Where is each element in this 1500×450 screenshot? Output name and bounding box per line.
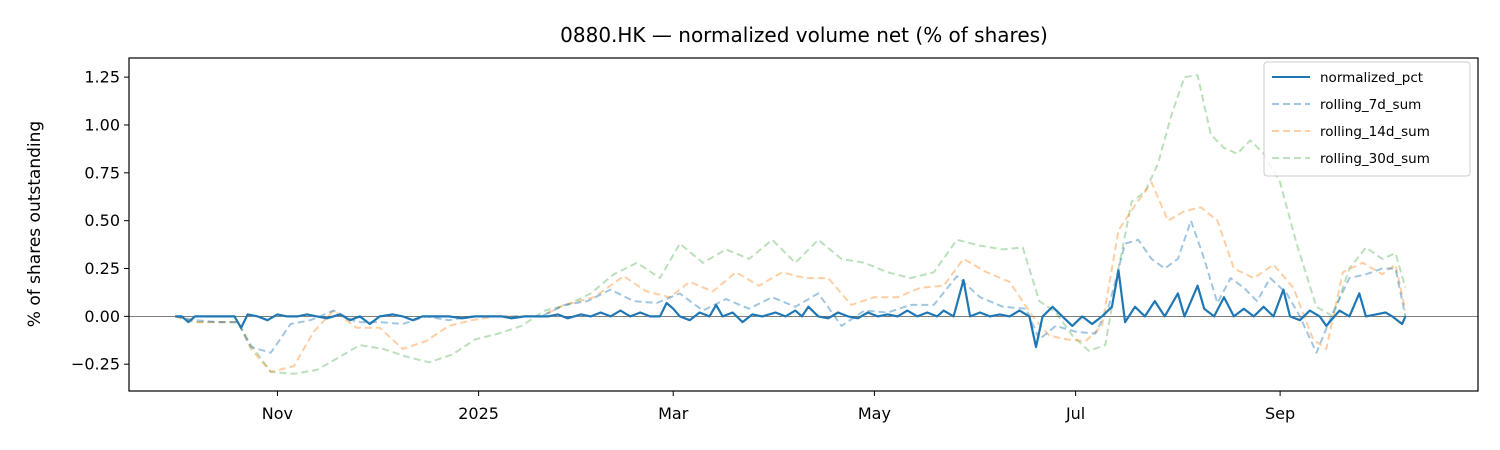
- x-axis-ticks: Nov 2025 Mar May Jul Sep: [262, 391, 1295, 423]
- series-line-rolling-7d-sum: [175, 219, 1407, 354]
- y-tick-label: 0.75: [84, 163, 120, 182]
- x-tick-label: 2025: [458, 404, 499, 423]
- legend-label-rolling-7d-sum: rolling_7d_sum: [1320, 97, 1421, 113]
- y-tick-label: 1.00: [84, 115, 120, 134]
- x-tick-label: May: [858, 404, 891, 423]
- legend: normalized_pct rolling_7d_sum rolling_14d_…: [1263, 61, 1471, 177]
- y-tick-label: 0.00: [84, 307, 120, 326]
- x-tick-label: Jul: [1065, 404, 1085, 423]
- y-tick-label: 0.50: [84, 211, 120, 230]
- y-tick-label: 1.25: [84, 68, 120, 87]
- y-tick-label: −0.25: [71, 355, 120, 374]
- chart-title: 0880.HK — normalized volume net (% of sh…: [560, 23, 1048, 47]
- legend-label-rolling-30d-sum: rolling_30d_sum: [1320, 151, 1430, 167]
- series-line-rolling-14d-sum: [174, 181, 1407, 373]
- x-tick-label: Nov: [262, 404, 293, 423]
- series-layer: [174, 74, 1407, 375]
- legend-label-normalized-pct: normalized_pct: [1320, 70, 1423, 86]
- series-line-rolling-30d-sum: [174, 74, 1407, 375]
- legend-box: [1263, 61, 1471, 177]
- y-axis-label: % of shares outstanding: [25, 121, 45, 327]
- legend-label-rolling-14d-sum: rolling_14d_sum: [1320, 124, 1430, 140]
- x-tick-label: Mar: [658, 404, 689, 423]
- series-line-normalized-pct: [175, 269, 1407, 349]
- x-tick-label: Sep: [1265, 404, 1295, 423]
- plot-frame: [128, 57, 1479, 392]
- y-axis-ticks: −0.25 0.00 0.25 0.50 0.75 1.00 1.25: [71, 68, 129, 374]
- y-tick-label: 0.25: [84, 259, 120, 278]
